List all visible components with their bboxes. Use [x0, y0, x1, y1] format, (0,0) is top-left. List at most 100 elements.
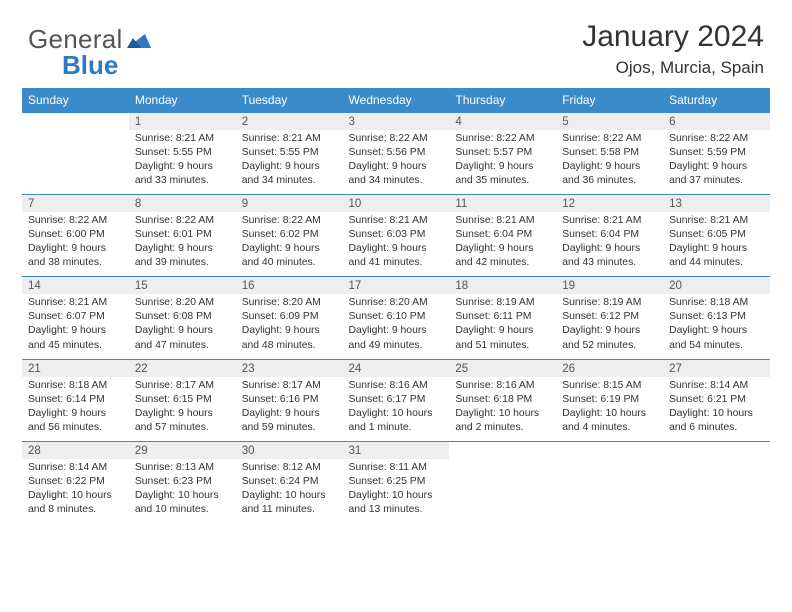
content-row: Sunrise: 8:14 AMSunset: 6:22 PMDaylight:…: [22, 459, 770, 523]
day-number: 21: [22, 359, 129, 377]
day-number: 8: [129, 195, 236, 213]
sunset-text: Sunset: 6:12 PM: [562, 310, 657, 324]
day-number: [663, 441, 770, 459]
sunset-text: Sunset: 6:17 PM: [349, 393, 444, 407]
day-number: 5: [556, 113, 663, 131]
daylight-text: Daylight: 9 hours and 42 minutes.: [455, 242, 550, 270]
sunrise-text: Sunrise: 8:21 AM: [28, 296, 123, 310]
sunset-text: Sunset: 6:08 PM: [135, 310, 230, 324]
sunset-text: Sunset: 5:58 PM: [562, 146, 657, 160]
sunset-text: Sunset: 6:14 PM: [28, 393, 123, 407]
sunrise-text: Sunrise: 8:22 AM: [28, 214, 123, 228]
day-cell: Sunrise: 8:21 AMSunset: 6:04 PMDaylight:…: [449, 212, 556, 277]
sunrise-text: Sunrise: 8:22 AM: [669, 132, 764, 146]
sunset-text: Sunset: 6:04 PM: [562, 228, 657, 242]
sunrise-text: Sunrise: 8:22 AM: [349, 132, 444, 146]
weekday-header: Thursday: [449, 88, 556, 113]
daylight-text: Daylight: 10 hours and 1 minute.: [349, 407, 444, 435]
day-cell: Sunrise: 8:21 AMSunset: 6:07 PMDaylight:…: [22, 294, 129, 359]
day-number: 15: [129, 277, 236, 295]
daylight-text: Daylight: 9 hours and 33 minutes.: [135, 160, 230, 188]
day-number: 11: [449, 195, 556, 213]
sunset-text: Sunset: 6:24 PM: [242, 475, 337, 489]
sunrise-text: Sunrise: 8:19 AM: [562, 296, 657, 310]
day-cell: Sunrise: 8:13 AMSunset: 6:23 PMDaylight:…: [129, 459, 236, 523]
location: Ojos, Murcia, Spain: [582, 58, 764, 78]
sunset-text: Sunset: 5:59 PM: [669, 146, 764, 160]
sunset-text: Sunset: 6:23 PM: [135, 475, 230, 489]
daylight-text: Daylight: 9 hours and 52 minutes.: [562, 324, 657, 352]
daylight-text: Daylight: 9 hours and 51 minutes.: [455, 324, 550, 352]
sunset-text: Sunset: 6:11 PM: [455, 310, 550, 324]
sunset-text: Sunset: 6:19 PM: [562, 393, 657, 407]
sunset-text: Sunset: 6:25 PM: [349, 475, 444, 489]
day-cell: [663, 459, 770, 523]
sunrise-text: Sunrise: 8:20 AM: [135, 296, 230, 310]
day-number: 29: [129, 441, 236, 459]
day-number: [556, 441, 663, 459]
day-number: 10: [343, 195, 450, 213]
day-cell: Sunrise: 8:22 AMSunset: 5:58 PMDaylight:…: [556, 130, 663, 195]
sunrise-text: Sunrise: 8:18 AM: [669, 296, 764, 310]
day-number: [449, 441, 556, 459]
daylight-text: Daylight: 9 hours and 43 minutes.: [562, 242, 657, 270]
sunset-text: Sunset: 6:04 PM: [455, 228, 550, 242]
sunset-text: Sunset: 6:18 PM: [455, 393, 550, 407]
day-number: 31: [343, 441, 450, 459]
day-number: 26: [556, 359, 663, 377]
content-row: Sunrise: 8:18 AMSunset: 6:14 PMDaylight:…: [22, 377, 770, 442]
sunset-text: Sunset: 6:07 PM: [28, 310, 123, 324]
day-cell: Sunrise: 8:12 AMSunset: 6:24 PMDaylight:…: [236, 459, 343, 523]
daylight-text: Daylight: 9 hours and 35 minutes.: [455, 160, 550, 188]
day-number: 20: [663, 277, 770, 295]
content-row: Sunrise: 8:22 AMSunset: 6:00 PMDaylight:…: [22, 212, 770, 277]
day-cell: Sunrise: 8:22 AMSunset: 5:57 PMDaylight:…: [449, 130, 556, 195]
daylight-text: Daylight: 9 hours and 40 minutes.: [242, 242, 337, 270]
daylight-text: Daylight: 10 hours and 8 minutes.: [28, 489, 123, 517]
day-number: 6: [663, 113, 770, 131]
daylight-text: Daylight: 10 hours and 10 minutes.: [135, 489, 230, 517]
sunset-text: Sunset: 5:55 PM: [242, 146, 337, 160]
day-number: 7: [22, 195, 129, 213]
logo: General Blue: [28, 24, 151, 55]
sunrise-text: Sunrise: 8:19 AM: [455, 296, 550, 310]
day-number: 12: [556, 195, 663, 213]
day-cell: Sunrise: 8:19 AMSunset: 6:12 PMDaylight:…: [556, 294, 663, 359]
day-cell: Sunrise: 8:17 AMSunset: 6:15 PMDaylight:…: [129, 377, 236, 442]
sunset-text: Sunset: 6:02 PM: [242, 228, 337, 242]
day-cell: Sunrise: 8:21 AMSunset: 5:55 PMDaylight:…: [129, 130, 236, 195]
sunset-text: Sunset: 6:15 PM: [135, 393, 230, 407]
sunset-text: Sunset: 6:00 PM: [28, 228, 123, 242]
daylight-text: Daylight: 9 hours and 44 minutes.: [669, 242, 764, 270]
sunset-text: Sunset: 5:56 PM: [349, 146, 444, 160]
day-cell: Sunrise: 8:22 AMSunset: 6:01 PMDaylight:…: [129, 212, 236, 277]
title-block: January 2024 Ojos, Murcia, Spain: [582, 20, 764, 78]
day-number: 23: [236, 359, 343, 377]
day-number: 4: [449, 113, 556, 131]
sunrise-text: Sunrise: 8:21 AM: [669, 214, 764, 228]
daylight-text: Daylight: 9 hours and 54 minutes.: [669, 324, 764, 352]
daylight-text: Daylight: 9 hours and 36 minutes.: [562, 160, 657, 188]
day-cell: Sunrise: 8:15 AMSunset: 6:19 PMDaylight:…: [556, 377, 663, 442]
daylight-text: Daylight: 10 hours and 13 minutes.: [349, 489, 444, 517]
day-number: 14: [22, 277, 129, 295]
day-cell: [556, 459, 663, 523]
sunset-text: Sunset: 6:09 PM: [242, 310, 337, 324]
day-number: 3: [343, 113, 450, 131]
day-cell: Sunrise: 8:20 AMSunset: 6:10 PMDaylight:…: [343, 294, 450, 359]
sunset-text: Sunset: 6:05 PM: [669, 228, 764, 242]
sunset-text: Sunset: 6:03 PM: [349, 228, 444, 242]
sunset-text: Sunset: 6:22 PM: [28, 475, 123, 489]
sunrise-text: Sunrise: 8:17 AM: [242, 379, 337, 393]
daylight-text: Daylight: 9 hours and 38 minutes.: [28, 242, 123, 270]
sunrise-text: Sunrise: 8:20 AM: [349, 296, 444, 310]
weekday-header: Sunday: [22, 88, 129, 113]
daylight-text: Daylight: 9 hours and 34 minutes.: [242, 160, 337, 188]
day-number: 27: [663, 359, 770, 377]
daynum-row: 78910111213: [22, 195, 770, 213]
sunset-text: Sunset: 6:21 PM: [669, 393, 764, 407]
day-cell: Sunrise: 8:18 AMSunset: 6:13 PMDaylight:…: [663, 294, 770, 359]
daylight-text: Daylight: 9 hours and 41 minutes.: [349, 242, 444, 270]
daylight-text: Daylight: 9 hours and 59 minutes.: [242, 407, 337, 435]
day-cell: Sunrise: 8:21 AMSunset: 6:04 PMDaylight:…: [556, 212, 663, 277]
